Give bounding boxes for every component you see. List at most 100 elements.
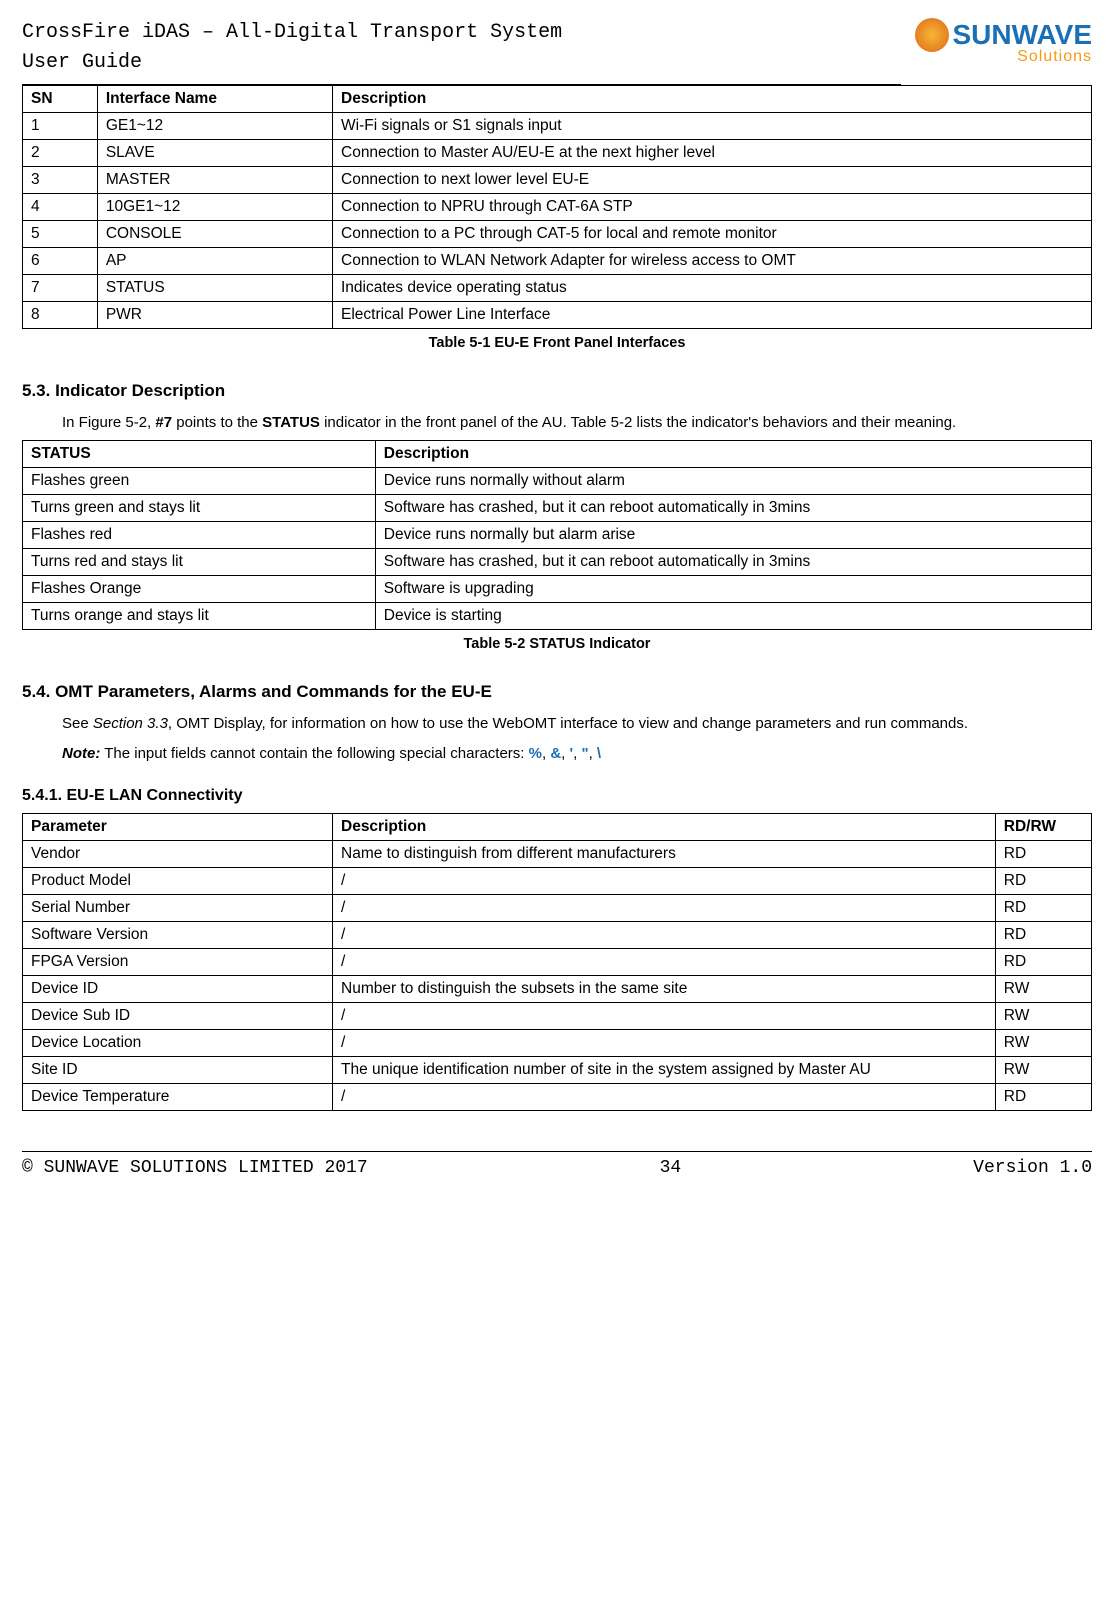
table2-caption: Table 5-2 STATUS Indicator [22,636,1092,652]
table-cell: PWR [97,302,332,329]
table-cell: FPGA Version [23,948,333,975]
table-cell: Connection to a PC through CAT-5 for loc… [333,221,1092,248]
table-row: VendorName to distinguish from different… [23,840,1092,867]
table-cell: Software Version [23,921,333,948]
table-cell: Software is upgrading [375,576,1091,603]
table-cell: RW [995,1056,1091,1083]
th-param-desc: Description [333,813,996,840]
table-row: Site IDThe unique identification number … [23,1056,1092,1083]
table-cell: RD [995,867,1091,894]
page-footer: © SUNWAVE SOLUTIONS LIMITED 2017 34 Vers… [22,1151,1092,1178]
table-cell: / [333,1002,996,1029]
th-ifname: Interface Name [97,86,332,113]
footer-left: © SUNWAVE SOLUTIONS LIMITED 2017 [22,1158,368,1178]
table-row: Device Temperature/RD [23,1083,1092,1110]
table-row: Flashes greenDevice runs normally withou… [23,468,1092,495]
table-row: 2SLAVEConnection to Master AU/EU-E at th… [23,140,1092,167]
table-row: Device Location/RW [23,1029,1092,1056]
table-cell: 8 [23,302,98,329]
table-cell: Connection to next lower level EU-E [333,167,1092,194]
table-row: 1GE1~12Wi-Fi signals or S1 signals input [23,113,1092,140]
table-cell: GE1~12 [97,113,332,140]
table-cell: 1 [23,113,98,140]
table-cell: / [333,948,996,975]
table-cell: Device Temperature [23,1083,333,1110]
table-cell: Device is starting [375,603,1091,630]
table-row: 3MASTERConnection to next lower level EU… [23,167,1092,194]
th-sn: SN [23,86,98,113]
table-interfaces: SN Interface Name Description 1GE1~12Wi-… [22,85,1092,329]
table-cell: RD [995,840,1091,867]
table-cell: / [333,867,996,894]
para-5-3: In Figure 5-2, #7 points to the STATUS i… [62,411,1092,434]
footer-right: Version 1.0 [973,1158,1092,1178]
table-cell: RD [995,948,1091,975]
table-row: 410GE1~12Connection to NPRU through CAT-… [23,194,1092,221]
table-cell: Vendor [23,840,333,867]
table-cell: 7 [23,275,98,302]
table-cell: 10GE1~12 [97,194,332,221]
table-cell: AP [97,248,332,275]
table-row: FPGA Version/RD [23,948,1092,975]
table-row: Software Version/RD [23,921,1092,948]
table-lan-connectivity: Parameter Description RD/RW VendorName t… [22,813,1092,1111]
table-row: 5CONSOLEConnection to a PC through CAT-5… [23,221,1092,248]
table-cell: Site ID [23,1056,333,1083]
table-cell: / [333,894,996,921]
table-cell: Connection to Master AU/EU-E at the next… [333,140,1092,167]
spec-dquote: " [581,745,588,762]
note-text: The input fields cannot contain the foll… [100,745,528,762]
table-cell: The unique identification number of site… [333,1056,996,1083]
p53-b1: #7 [155,414,172,431]
table-cell: Device Location [23,1029,333,1056]
table-cell: 2 [23,140,98,167]
sep2: , [561,745,569,762]
table-cell: / [333,1029,996,1056]
table-row: Product Model/RD [23,867,1092,894]
table-cell: / [333,1083,996,1110]
table-row: Device IDNumber to distinguish the subse… [23,975,1092,1002]
table-row: Turns red and stays litSoftware has cras… [23,549,1092,576]
table-row: Flashes OrangeSoftware is upgrading [23,576,1092,603]
table-cell: RW [995,975,1091,1002]
table-cell: STATUS [97,275,332,302]
table1-caption: Table 5-1 EU-E Front Panel Interfaces [22,335,1092,351]
table-cell: Wi-Fi signals or S1 signals input [333,113,1092,140]
table-row: Flashes redDevice runs normally but alar… [23,522,1092,549]
table-cell: Device ID [23,975,333,1002]
table-row: 6APConnection to WLAN Network Adapter fo… [23,248,1092,275]
para-5-4-note: Note: The input fields cannot contain th… [62,742,1092,765]
table-cell: Turns orange and stays lit [23,603,376,630]
table-cell: RW [995,1029,1091,1056]
doc-title-1: CrossFire iDAS – All-Digital Transport S… [22,18,901,48]
p53-b2: STATUS [262,414,320,431]
table-cell: Electrical Power Line Interface [333,302,1092,329]
table-cell: Flashes red [23,522,376,549]
page-header: CrossFire iDAS – All-Digital Transport S… [22,18,1092,85]
p53-pre: In Figure 5-2, [62,414,155,431]
table-cell: Turns green and stays lit [23,495,376,522]
table-cell: Turns red and stays lit [23,549,376,576]
table-row: Device Sub ID/RW [23,1002,1092,1029]
table-cell: RD [995,894,1091,921]
table-cell: Software has crashed, but it can reboot … [375,495,1091,522]
table-cell: Flashes green [23,468,376,495]
p53-post: indicator in the front panel of the AU. … [320,414,956,431]
table-row: 7STATUSIndicates device operating status [23,275,1092,302]
th-status-desc: Description [375,441,1091,468]
p54-italic: Section 3.3 [93,715,168,732]
footer-page: 34 [660,1158,682,1178]
p54-pre: See [62,715,93,732]
table-cell: RD [995,921,1091,948]
table-cell: 4 [23,194,98,221]
table-cell: MASTER [97,167,332,194]
sep4: , [589,745,597,762]
table-row: 8PWRElectrical Power Line Interface [23,302,1092,329]
table-cell: Connection to NPRU through CAT-6A STP [333,194,1092,221]
doc-title-2: User Guide [22,48,901,78]
table-cell: Device Sub ID [23,1002,333,1029]
table-cell: Serial Number [23,894,333,921]
table-row: Turns green and stays litSoftware has cr… [23,495,1092,522]
table-status: STATUS Description Flashes greenDevice r… [22,440,1092,630]
th-param: Parameter [23,813,333,840]
